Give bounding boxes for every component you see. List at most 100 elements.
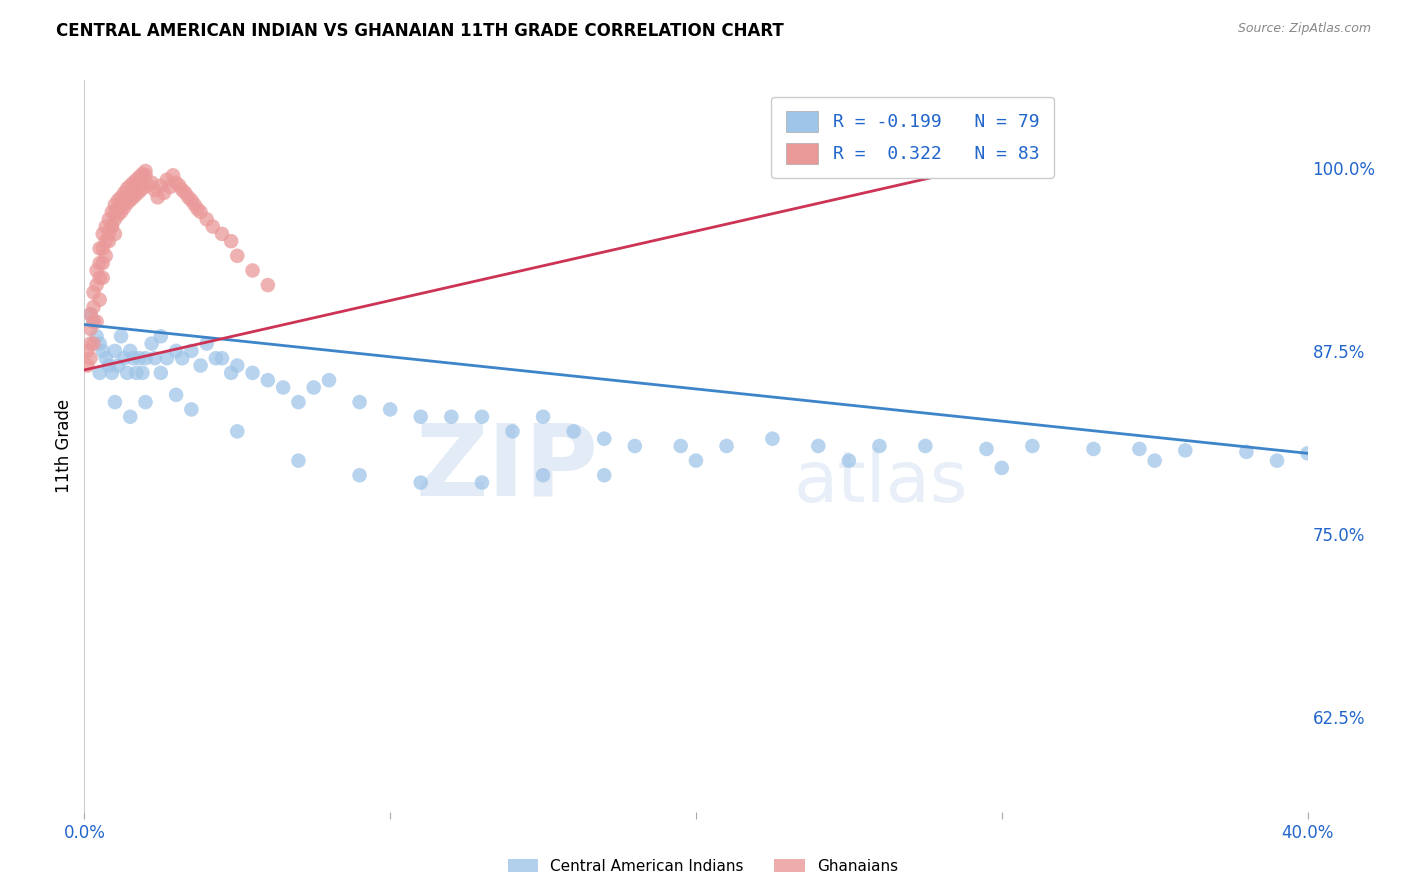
Point (135, 395, 157, 409)
Point (107, 208, 129, 222)
Point (79, 351, 101, 366)
Point (624, 439, 647, 453)
Point (186, 202, 208, 216)
Point (1021, 439, 1043, 453)
Point (91, 256, 114, 270)
Text: ZIP: ZIP (415, 419, 598, 516)
Point (79, 336, 101, 351)
Point (89, 256, 111, 270)
Point (83, 300, 105, 314)
Point (287, 453, 309, 467)
Point (287, 395, 309, 409)
Point (104, 343, 127, 358)
Point (107, 193, 129, 207)
Point (110, 190, 132, 204)
Point (94, 249, 117, 263)
Point (162, 169, 184, 183)
Point (531, 409, 554, 424)
Point (349, 468, 371, 483)
Y-axis label: 11th Grade: 11th Grade (55, 399, 73, 493)
Point (167, 178, 190, 193)
Point (112, 351, 135, 366)
Point (122, 176, 145, 190)
Point (110, 205, 132, 219)
Point (153, 186, 176, 200)
Point (76, 343, 98, 358)
Point (440, 409, 463, 424)
Point (201, 219, 224, 234)
Point (101, 205, 124, 219)
Point (97, 359, 120, 373)
Point (120, 343, 142, 358)
Point (83, 336, 105, 351)
Point (1143, 453, 1166, 467)
Point (101, 219, 124, 234)
Point (991, 461, 1014, 475)
Point (180, 402, 202, 417)
Point (761, 432, 783, 446)
Point (165, 176, 187, 190)
Point (1128, 442, 1150, 456)
Point (86, 329, 108, 343)
Point (471, 409, 494, 424)
Point (115, 196, 138, 211)
Point (149, 178, 172, 193)
Point (91, 227, 114, 241)
Point (97, 227, 120, 241)
Point (562, 425, 585, 439)
Point (89, 366, 111, 380)
Point (156, 351, 179, 366)
Point (1265, 453, 1288, 467)
Point (122, 351, 145, 366)
Point (89, 270, 111, 285)
Point (685, 453, 707, 467)
Point (143, 351, 166, 366)
Point (471, 475, 494, 490)
Point (94, 219, 117, 234)
Point (146, 190, 169, 204)
Legend: Central American Indians, Ghanaians: Central American Indians, Ghanaians (502, 853, 904, 880)
Point (89, 242, 111, 256)
Point (669, 439, 692, 453)
Point (104, 227, 127, 241)
Point (125, 187, 148, 202)
Point (211, 351, 233, 366)
Point (172, 351, 194, 366)
Point (165, 388, 187, 402)
Point (138, 178, 160, 193)
Point (226, 359, 249, 373)
Point (91, 343, 114, 358)
Point (219, 234, 242, 248)
Point (593, 468, 616, 483)
Point (257, 278, 280, 293)
Point (195, 212, 218, 227)
Point (104, 212, 127, 227)
Point (190, 359, 212, 373)
Point (716, 439, 738, 453)
Point (205, 351, 228, 366)
Point (131, 167, 153, 181)
Point (125, 366, 148, 380)
Point (180, 343, 202, 358)
Point (141, 336, 163, 351)
Point (195, 336, 218, 351)
Point (914, 439, 936, 453)
Point (502, 425, 524, 439)
Point (976, 442, 998, 456)
Point (91, 270, 114, 285)
Point (409, 475, 432, 490)
Point (149, 366, 172, 380)
Text: CENTRAL AMERICAN INDIAN VS GHANAIAN 11TH GRADE CORRELATION CHART: CENTRAL AMERICAN INDIAN VS GHANAIAN 11TH… (56, 22, 785, 40)
Point (128, 185, 150, 199)
Point (183, 197, 205, 211)
Point (120, 178, 142, 193)
Point (177, 190, 200, 204)
Point (89, 336, 111, 351)
Point (143, 183, 166, 197)
Point (122, 183, 145, 197)
Point (83, 315, 105, 329)
Point (318, 373, 340, 387)
Text: Source: ZipAtlas.com: Source: ZipAtlas.com (1237, 22, 1371, 36)
Point (125, 173, 148, 187)
Point (120, 409, 142, 424)
